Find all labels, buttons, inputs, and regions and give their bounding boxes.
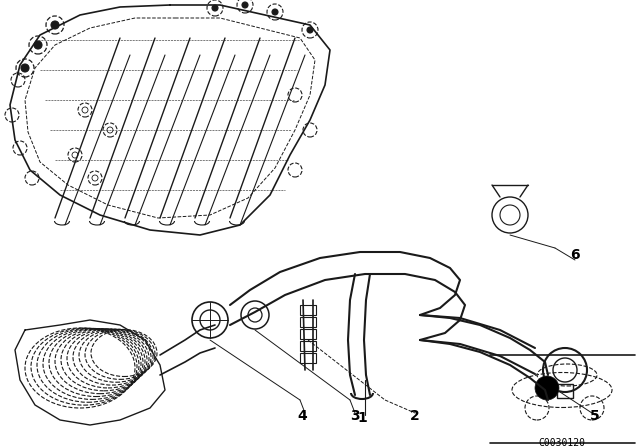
- Circle shape: [272, 9, 278, 15]
- Circle shape: [212, 5, 218, 11]
- Circle shape: [242, 2, 248, 8]
- Bar: [300, 329, 316, 339]
- Text: 4: 4: [297, 409, 307, 423]
- Text: 5: 5: [590, 409, 600, 423]
- Text: 6: 6: [570, 248, 580, 262]
- Circle shape: [51, 21, 59, 29]
- Text: C0030120: C0030120: [538, 438, 586, 448]
- Circle shape: [535, 376, 559, 400]
- Bar: [300, 317, 316, 327]
- Text: 3: 3: [350, 409, 360, 423]
- Circle shape: [21, 64, 29, 72]
- Bar: [300, 341, 316, 351]
- Bar: [300, 305, 316, 315]
- Bar: [557, 384, 573, 398]
- Text: 2: 2: [410, 409, 420, 423]
- Circle shape: [34, 41, 42, 49]
- Bar: [300, 353, 316, 363]
- Circle shape: [307, 27, 313, 33]
- Text: 1: 1: [357, 411, 367, 425]
